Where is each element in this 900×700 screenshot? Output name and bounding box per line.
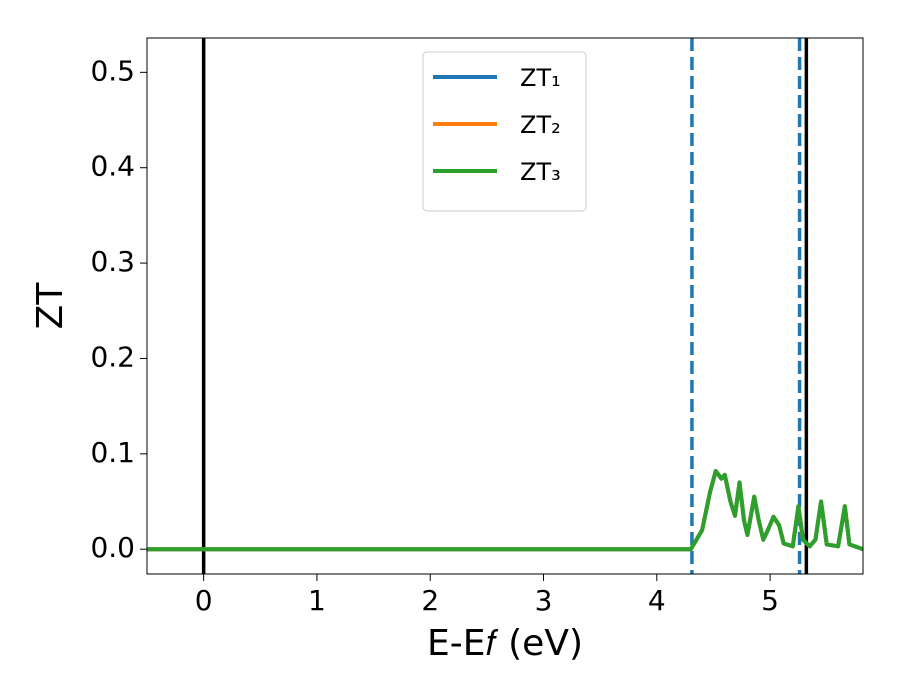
legend-label: ZT₁ <box>520 64 561 92</box>
y-tick-label: 0.4 <box>90 150 135 183</box>
y-tick-label: 0.0 <box>90 531 135 564</box>
plot-frame <box>146 37 864 575</box>
series-line <box>147 469 863 552</box>
legend-label: ZT₃ <box>520 158 561 186</box>
y-tick-label: 0.3 <box>90 245 135 278</box>
x-tick-label: 0 <box>195 584 213 617</box>
x-tick-label: 3 <box>535 584 553 617</box>
y-tick-label: 0.1 <box>90 436 135 469</box>
x-axis-label: E-E𝑓 (eV) <box>427 623 583 664</box>
x-tick-label: 1 <box>308 584 326 617</box>
y-axis-label: ZT <box>30 282 71 330</box>
x-tick-label: 5 <box>761 584 779 617</box>
y-tick-label: 0.5 <box>90 54 135 87</box>
legend-label: ZT₂ <box>520 111 561 139</box>
x-tick-label: 2 <box>421 584 439 617</box>
y-tick-label: 0.2 <box>90 340 135 373</box>
x-tick-label: 4 <box>648 584 666 617</box>
